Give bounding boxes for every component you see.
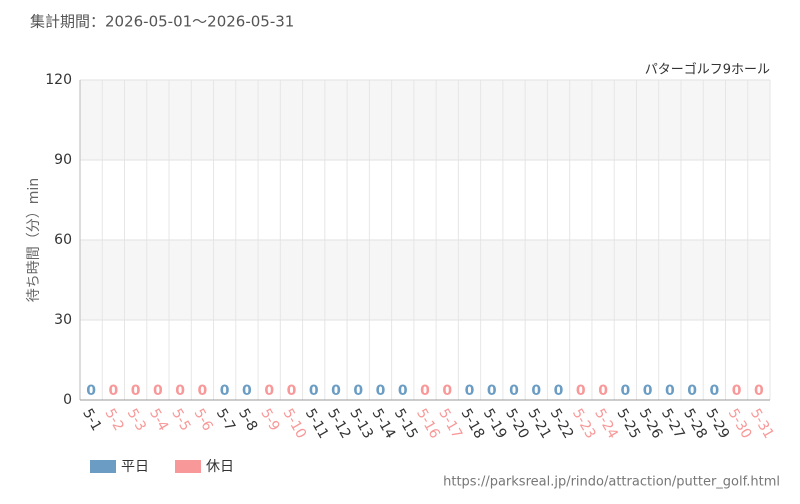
data-label: 0 [264,383,274,399]
y-tick-label: 30 [54,312,72,328]
data-label: 0 [442,383,452,399]
data-label: 0 [754,383,764,399]
data-label: 0 [487,383,497,399]
legend-swatch [90,460,116,473]
y-axis-label: 待ち時間（分）min [26,178,42,302]
data-label: 0 [576,383,586,399]
data-label: 0 [376,383,386,399]
data-label: 0 [131,383,141,399]
data-label: 0 [287,383,297,399]
legend-label: 休日 [206,459,234,475]
x-tick-label: 5-7 [213,406,238,434]
plot-band [80,320,770,400]
data-label: 0 [309,383,319,399]
data-label: 0 [643,383,653,399]
data-label: 0 [353,383,363,399]
x-tick-label: 5-2 [101,406,126,434]
data-label: 0 [465,383,475,399]
data-label: 0 [509,383,519,399]
data-label: 0 [554,383,564,399]
x-tick-label: 5-31 [747,406,777,442]
data-label: 0 [242,383,252,399]
data-label: 0 [709,383,719,399]
data-label: 0 [620,383,630,399]
y-tick-label: 90 [54,152,72,168]
data-label: 0 [420,383,430,399]
y-tick-label: 0 [63,392,72,408]
x-tick-label: 5-9 [257,406,282,434]
chart-subtitle: パターゴルフ9ホール [645,62,770,78]
data-label: 0 [86,383,96,399]
data-label: 0 [220,383,230,399]
data-label: 0 [398,383,408,399]
data-label: 0 [665,383,675,399]
data-label: 0 [109,383,119,399]
plot-band [80,80,770,160]
chart-title: 集計期間：2026-05-01～2026-05-31 [30,13,294,31]
y-tick-label: 60 [54,232,72,248]
x-tick-label: 5-3 [124,406,149,434]
data-label: 0 [531,383,541,399]
legend-label: 平日 [121,459,149,475]
plot-band [80,160,770,240]
x-tick-label: 5-4 [146,406,171,434]
legend-swatch [175,460,201,473]
data-label: 0 [153,383,163,399]
x-tick-label: 5-6 [190,406,215,434]
data-label: 0 [175,383,185,399]
data-label: 0 [198,383,208,399]
x-tick-label: 5-1 [79,406,104,434]
source-url: https://parksreal.jp/rindo/attraction/pu… [443,475,780,490]
data-label: 0 [732,383,742,399]
data-label: 0 [331,383,341,399]
x-tick-label: 5-5 [168,406,193,434]
x-tick-label: 5-8 [235,406,260,434]
plot-band [80,240,770,320]
y-tick-label: 120 [45,72,72,88]
data-label: 0 [598,383,608,399]
data-label: 0 [687,383,697,399]
